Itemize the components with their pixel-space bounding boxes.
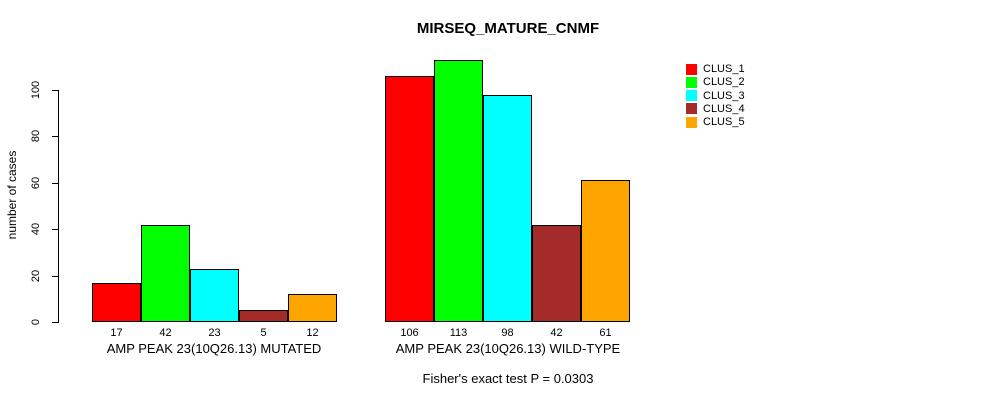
bar-value-label: 17 (110, 327, 123, 339)
y-axis-title: number of cases (5, 150, 19, 240)
y-axis-tick-label: 60 (30, 176, 42, 189)
bar-clus_1-group1 (92, 283, 141, 322)
x-group-label-wild-type: AMP PEAK 23(10Q26.13) WILD-TYPE (395, 341, 621, 356)
bar-value-label: 23 (208, 327, 221, 339)
bar-clus_2-group2 (434, 60, 483, 322)
legend-label-clus_3: CLUS_3 (703, 89, 745, 102)
legend-swatch-clus_2 (686, 76, 697, 88)
legend-item-clus_4: CLUS_4 (686, 103, 745, 115)
legend-label-clus_5: CLUS_5 (703, 116, 745, 129)
bar-value-label: 42 (550, 327, 563, 339)
legend-swatch-clus_4 (686, 103, 697, 115)
y-axis-tick-label: 100 (30, 80, 42, 100)
bar-clus_2-group1 (141, 225, 190, 322)
bar-clus_3-group2 (483, 95, 532, 322)
legend-swatch-clus_3 (686, 90, 697, 102)
bar-value-label: 98 (501, 327, 514, 339)
bar-value-label: 12 (306, 327, 319, 339)
legend-item-clus_3: CLUS_3 (686, 90, 745, 102)
bar-clus_4-group1 (239, 310, 288, 322)
legend-label-clus_1: CLUS_1 (703, 63, 745, 75)
y-axis-line (58, 90, 59, 323)
chart-title: MIRSEQ_MATURE_CNMF (416, 20, 600, 37)
y-axis-tick (52, 275, 58, 277)
legend-item-clus_5: CLUS_5 (686, 116, 745, 128)
y-axis-tick-label: 20 (30, 269, 42, 282)
legend-label-clus_2: CLUS_2 (703, 76, 745, 89)
legend: CLUS_1 CLUS_2 CLUS_3 CLUS_4 CLUS_5 (686, 63, 826, 135)
x-group-label-mutated: AMP PEAK 23(10Q26.13) MUTATED (106, 341, 322, 356)
bar-value-label: 42 (159, 327, 172, 339)
y-axis-tick-label: 80 (30, 130, 42, 143)
y-axis-tick (52, 136, 58, 138)
bar-clus_4-group2 (532, 225, 581, 322)
bar-clus_1-group2 (385, 76, 434, 322)
bar-clus_5-group2 (581, 180, 630, 322)
bar-value-label: 113 (449, 327, 468, 339)
fisher-test-note: Fisher's exact test P = 0.0303 (422, 371, 594, 386)
bar-value-label: 5 (260, 327, 267, 339)
y-axis-tick-label: 40 (30, 223, 42, 236)
legend-swatch-clus_5 (686, 116, 697, 128)
y-axis-tick (52, 90, 58, 91)
bar-value-label: 61 (599, 327, 612, 339)
legend-item-clus_1: CLUS_1 (686, 63, 745, 75)
legend-item-clus_2: CLUS_2 (686, 76, 745, 88)
legend-swatch-clus_1 (686, 63, 697, 75)
y-axis-tick (52, 182, 58, 184)
y-axis-tick-label: 0 (30, 318, 42, 326)
bar-value-label: 106 (400, 327, 419, 339)
legend-label-clus_4: CLUS_4 (703, 102, 745, 115)
y-axis-tick (52, 229, 58, 231)
bar-clus_5-group1 (288, 294, 337, 322)
bar-clus_3-group1 (190, 269, 239, 322)
y-axis-tick (52, 322, 58, 323)
